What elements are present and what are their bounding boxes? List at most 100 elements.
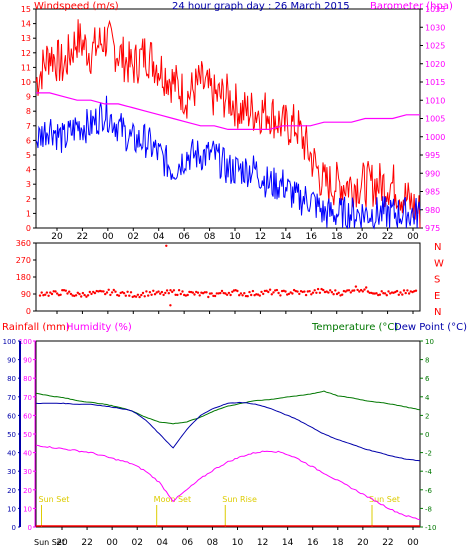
chart-marks: 20 22 00 02 04 06 08 10 12 14 16 18 20 22 000123456789… [3,5,446,548]
wind-ytick-label: 3 [26,180,31,189]
dewpoint-axis-title: Dew Point (°C) [394,322,467,333]
series-dewpoint-line [35,401,421,462]
winddir-point [81,291,85,295]
winddir-point [145,290,148,293]
wind-ytick-label: 6 [26,136,31,145]
winddir-point [198,294,201,297]
baro-ytick-label: 980 [425,206,440,215]
baro-ytick-label: 1035 [425,5,445,14]
winddir-point [380,290,383,293]
winddir-point [45,291,49,294]
winddir-point [258,294,261,297]
winddir-point [284,290,287,293]
winddir-point [356,288,359,292]
series-average-line [35,95,421,230]
winddir-point [289,291,292,294]
winddir-point [152,289,155,292]
winddir-point [164,291,167,295]
time-tick-label: 00 [102,232,114,242]
humidity-ytick-label: 100 [19,338,32,346]
winddir-point [375,292,378,295]
winddir-point [165,289,169,292]
winddir-point [54,290,57,293]
bottom-time-tick-label: 08 [207,538,219,548]
time-tick-label: 22 [382,232,393,242]
winddir-point [203,291,206,294]
temp-ytick-label: -10 [425,524,436,532]
winddir-point [109,293,112,297]
wind-ytick-label: 15 [21,5,31,14]
winddir-point [335,292,339,296]
wind-ytick-label: 0 [26,224,31,233]
winddir-point [238,294,241,297]
winddir-point [150,293,153,296]
winddir-point [66,292,69,295]
winddir-point [401,293,404,296]
winddir-point [68,290,71,293]
winddir-point [193,293,196,296]
winddir-point [215,292,218,295]
winddir-point [231,290,234,293]
barometer-axis-title: Barometer (hpa) [370,1,453,12]
winddir-point [354,285,358,288]
winddir-point [291,292,294,295]
winddir-point [59,293,62,296]
chart-title: 24 hour graph day : 26 March 2015 [172,1,350,12]
winddir-point [311,291,315,294]
winddir-point [265,289,268,292]
winddir-point [387,290,390,293]
winddir-point [56,292,59,295]
winddir-point [160,290,164,294]
winddir-point [114,290,117,293]
winddir-point [128,294,131,297]
dir-compass-label: W [434,258,444,269]
winddir-point [92,290,95,294]
winddir-point [358,290,361,293]
winddir-point [256,293,260,296]
event-marker-label: Sun Set [38,495,69,504]
bottom-time-tick-label: 10 [232,538,244,548]
winddir-point [344,290,347,293]
rain-ytick-label: 70 [7,394,16,402]
winddir-point [126,290,129,293]
winddir-point [179,292,182,296]
winddir-point [406,289,409,292]
winddir-point [270,293,273,296]
winddir-point [69,292,73,296]
baro-ytick-label: 1000 [425,133,445,142]
winddir-point [365,286,368,289]
winddir-point [337,291,340,294]
winddir-outlier-point [169,304,172,307]
winddir-point [102,290,105,293]
winddir-point [78,292,81,296]
winddir-point [251,289,255,293]
winddir-point [346,289,349,292]
winddir-point [129,291,133,294]
windspeed-axis-title: Windspeed (m/s) [34,1,119,12]
winddir-point [275,288,279,292]
winddir-point [260,290,263,294]
winddir-point [212,294,215,298]
bottom-time-tick-label: 04 [157,538,169,548]
baro-ytick-label: 995 [425,151,440,160]
wind-ytick-label: 2 [26,195,31,204]
winddir-point [74,294,78,297]
winddir-point [250,293,253,297]
winddir-point [195,290,198,294]
humidity-axis-title: Humidity (%) [66,322,132,333]
winddir-point [332,293,335,296]
winddir-point [155,291,158,294]
temp-ytick-label: -8 [425,505,432,513]
winddir-point [138,295,141,299]
bottom-time-tick-label: 22 [382,538,393,548]
time-tick-label: 12 [255,232,266,242]
winddir-point [85,295,88,298]
baro-ytick-label: 985 [425,188,440,197]
winddir-point [287,292,291,296]
dir-compass-label: E [434,291,440,302]
winddir-point [272,291,275,294]
winddir-point [303,290,306,293]
winddir-point [298,292,301,296]
winddir-point [219,291,222,295]
